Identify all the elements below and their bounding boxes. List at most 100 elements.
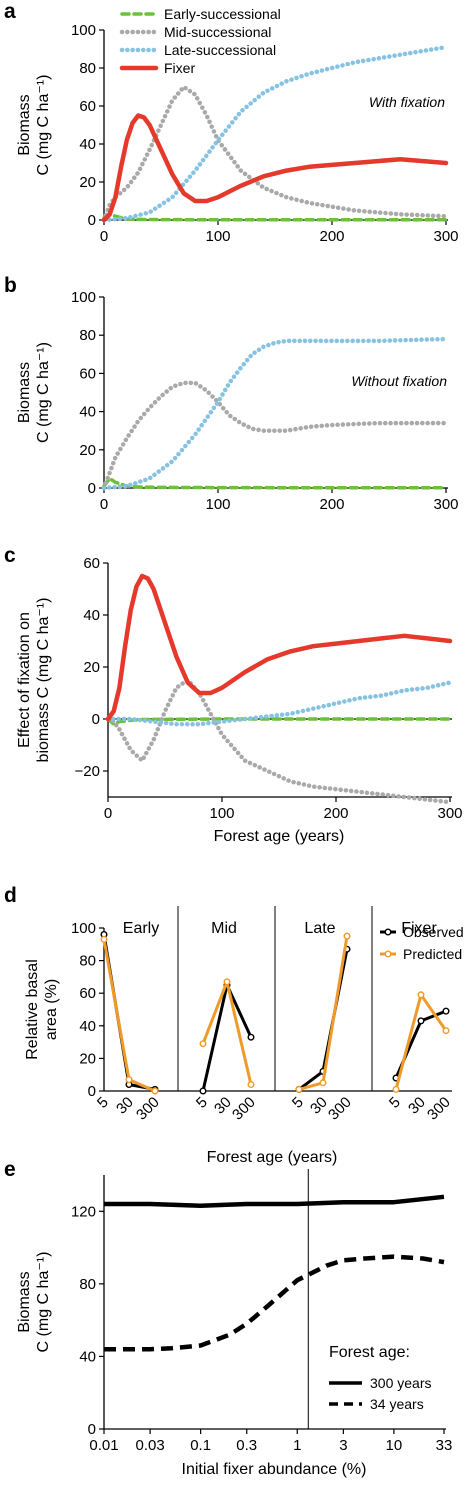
panel-annotation: Without fixation (351, 373, 447, 389)
series-predicted-line (201, 980, 253, 1085)
y-axis-title-line: Effect of fixation on (16, 612, 33, 748)
series-fixer-line (105, 573, 453, 722)
series-observed-point (199, 1087, 207, 1095)
y-axis-title: Effect of fixation on biomass C (mg C ha⁻… (16, 598, 52, 763)
x-tick-label: 200 (323, 805, 348, 822)
x-tick-label: 0.03 (136, 1437, 165, 1454)
series-mid-successional-line (101, 84, 449, 223)
group-title-fixer: Fixer (401, 920, 437, 937)
x-axis-title: Forest age (years) (207, 1149, 338, 1166)
x-tick-label: 33 (436, 1437, 453, 1454)
y-tick-label: 0 (88, 212, 96, 229)
x-tick-label: 5 (386, 1094, 404, 1112)
legend-label-observed: Observed (403, 924, 464, 940)
x-tick-label: 300 (229, 1094, 259, 1124)
legend-marker-observed (384, 928, 392, 936)
y-tick-label: 60 (83, 555, 100, 572)
y-tick-label: 100 (71, 289, 96, 306)
y-tick-label: 20 (79, 1050, 96, 1067)
series-observed-point (247, 1033, 255, 1041)
y-axis-title-line: Biomass (16, 1271, 33, 1332)
y-tick-label: 40 (79, 1018, 96, 1035)
series-observed-line (102, 934, 156, 1091)
series-predicted-line (394, 993, 448, 1090)
y-tick-label: 100 (71, 920, 96, 937)
y-axis-title-line: area (%) (43, 979, 60, 1040)
x-tick-label: 3 (339, 1437, 347, 1454)
y-axis-title: Biomass C (mg C ha⁻¹) (16, 75, 52, 176)
y-tick-label: 100 (71, 22, 96, 39)
y-tick-label: 60 (79, 98, 96, 115)
y-axis-title-line: C (mg C ha⁻¹) (35, 1252, 52, 1353)
y-axis-title: Relative basal area (%) (24, 959, 60, 1060)
series-mid-successional-line (105, 677, 453, 805)
legend-label-34-years: 34 years (370, 1396, 424, 1412)
x-tick-label: 5 (289, 1094, 307, 1112)
legend-label-mid-successional: Mid-successional (164, 24, 271, 40)
y-tick-label: 20 (83, 659, 100, 676)
y-axis-title-line: biomass C (mg C ha⁻¹) (35, 598, 52, 763)
panel-b-chart: 0 20 40 60 80 100 0 100 200 300 Biomass C (mg C ha⁻… (16, 289, 459, 513)
series-predicted-point (199, 1040, 207, 1048)
y-tick-label: 80 (79, 953, 96, 970)
y-tick-label: 20 (79, 442, 96, 459)
series-early-successional-line (102, 476, 448, 490)
legend-label-early-successional: Early-successional (164, 6, 281, 22)
group-title-late: Late (304, 920, 335, 937)
x-tick-label: 100 (209, 805, 234, 822)
y-tick-label: 20 (79, 174, 96, 191)
y-tick-label: 0 (88, 1421, 96, 1438)
y-tick-label: 40 (83, 607, 100, 624)
series-predicted-point (392, 1085, 400, 1093)
series-predicted-point (417, 991, 425, 999)
series-mid-successional-line (101, 380, 449, 491)
series-300-years-line (104, 1194, 445, 1209)
x-axis-title: Forest age (years) (214, 828, 345, 845)
series-predicted-point (343, 932, 351, 940)
y-tick-label: 80 (79, 327, 96, 344)
y-tick-label: 40 (79, 1348, 96, 1365)
x-tick-label: 1 (293, 1437, 301, 1454)
series-observed-point (442, 1007, 450, 1015)
series-predicted-point (151, 1087, 159, 1095)
y-axis-title: Biomass C (mg C ha⁻¹) (16, 1252, 52, 1353)
x-tick-label: 300 (437, 805, 462, 822)
x-tick-label: 0.01 (89, 1437, 118, 1454)
y-axis-title-line: C (mg C ha⁻¹) (35, 75, 52, 176)
legend-label-late-successional: Late-successional (164, 42, 276, 58)
x-tick-label: 30 (113, 1094, 137, 1118)
x-tick-label: 5 (193, 1094, 211, 1112)
series-predicted-point (442, 1027, 450, 1035)
y-tick-label: 40 (79, 136, 96, 153)
y-axis-title-line: Biomass (16, 94, 33, 155)
y-tick-label: 0 (88, 1083, 96, 1100)
x-tick-label: 300 (433, 228, 458, 245)
legend-title: Forest age: (329, 1344, 410, 1361)
series-predicted-point (100, 935, 108, 943)
y-tick-label: −20 (75, 763, 100, 780)
series-early-successional-line (102, 212, 448, 222)
y-tick-label: 0 (88, 480, 96, 497)
series-late-successional-line (105, 680, 453, 727)
series-observed-point (417, 1017, 425, 1025)
y-tick-label: 120 (71, 1203, 96, 1220)
x-tick-label: 200 (319, 496, 344, 513)
x-tick-label: 0 (104, 805, 112, 822)
panel-letter-c: c (4, 544, 16, 567)
panel-letter-d: d (4, 884, 17, 907)
x-tick-label: 0 (100, 228, 108, 245)
x-tick-label: 5 (94, 1094, 112, 1112)
x-tick-label: 10 (386, 1437, 403, 1454)
series-predicted-point (223, 978, 231, 986)
panel-c-chart: −20 0 20 40 60 0 100 200 300 Effect of fixation o… (16, 555, 463, 845)
x-tick-label: 300 (424, 1094, 454, 1124)
series-predicted-point (125, 1076, 133, 1084)
x-tick-label: 200 (319, 228, 344, 245)
y-tick-label: 80 (79, 60, 96, 77)
group-title-mid: Mid (211, 920, 237, 937)
x-axis-title: Initial fixer abundance (%) (182, 1461, 367, 1478)
series-fixer-line (101, 113, 449, 223)
x-tick-label: 300 (325, 1094, 355, 1124)
